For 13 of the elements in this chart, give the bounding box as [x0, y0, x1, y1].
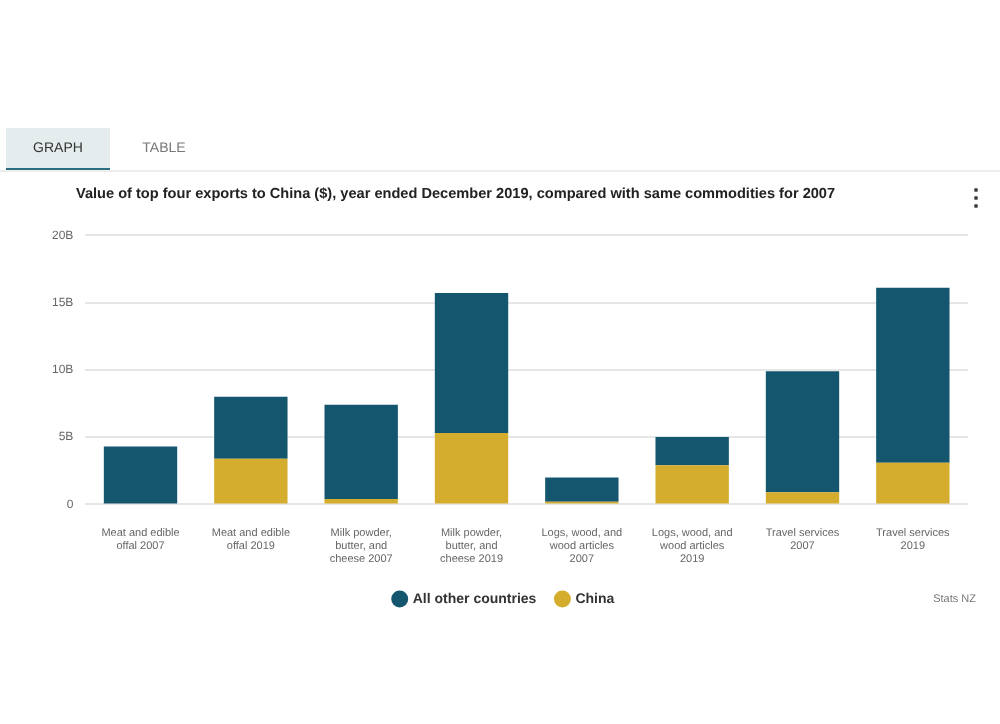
bar [655, 437, 729, 466]
bar [324, 404, 398, 500]
bar [765, 371, 840, 493]
bar [103, 446, 178, 504]
bar [545, 477, 619, 502]
bar [765, 492, 840, 504]
bar [214, 396, 288, 459]
bar [434, 433, 509, 504]
bar [434, 293, 509, 434]
bar [655, 465, 729, 504]
bar [876, 287, 950, 463]
bar [876, 462, 950, 504]
bar [214, 458, 288, 504]
